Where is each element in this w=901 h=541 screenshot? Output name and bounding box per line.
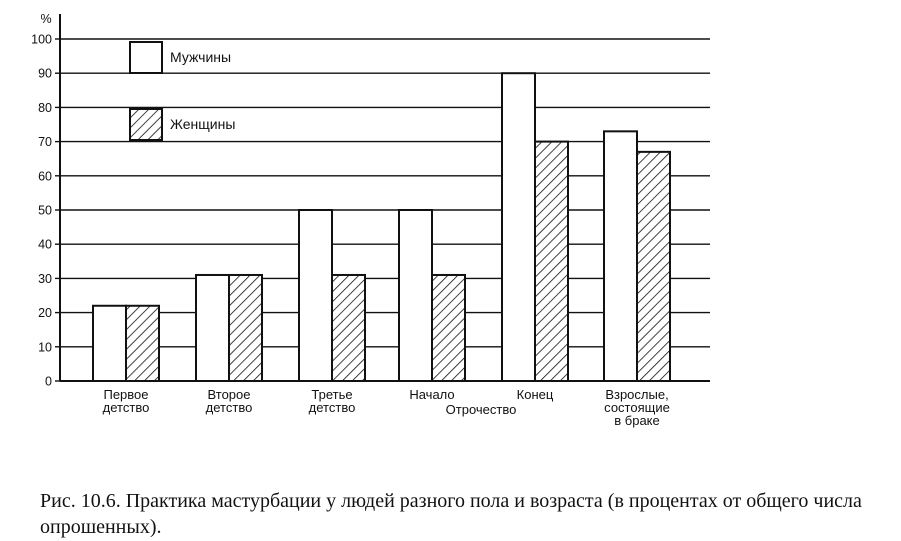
bars (92, 72, 671, 383)
category-label: состоящие (604, 400, 670, 415)
category-label: в браке (614, 413, 660, 428)
category-label: детство (206, 400, 253, 415)
gridlines (60, 38, 710, 382)
bar-men (501, 72, 536, 382)
bar-men (92, 304, 127, 383)
axes: 0 10 20 30 40 50 60 70 80 90 100% (31, 12, 61, 389)
y-axis-label: % (40, 12, 51, 26)
bar-men (298, 209, 333, 382)
category-label: Третье (311, 387, 352, 402)
category-label: Конец (517, 387, 554, 402)
group-label: Отрочество (446, 402, 517, 417)
category-label: Первое (103, 387, 148, 402)
bar-men (398, 209, 433, 382)
bar-women (431, 273, 466, 383)
bar-women (228, 273, 263, 383)
category-label: Второе (208, 387, 251, 402)
y-tick-label: 30 (38, 272, 52, 286)
y-tick-label: 80 (38, 101, 52, 115)
category-label: детство (103, 400, 150, 415)
figure-caption: Рис. 10.6. Практика мастурбации у людей … (40, 490, 862, 538)
y-tick-label: 0 (45, 375, 52, 389)
legend-label: Женщины (170, 116, 235, 132)
bar-men (603, 130, 638, 382)
bar-women (534, 140, 569, 382)
legend-label: Мужчины (170, 49, 231, 65)
bar-women (125, 304, 160, 383)
bar-men (195, 273, 230, 383)
y-tick-label: 60 (38, 169, 52, 183)
y-tick-label: 90 (38, 67, 52, 81)
y-tick-label: 50 (38, 204, 52, 218)
y-tick-label: 20 (38, 306, 52, 320)
category-label: Взрослые, (605, 387, 668, 402)
category-labels: ПервоедетствоВтороедетствоТретьедетствоН… (103, 387, 670, 428)
category-label: детство (309, 400, 356, 415)
bar-women (331, 273, 366, 383)
bar-women (636, 150, 671, 382)
legend: Мужчины Женщины (129, 41, 235, 141)
y-tick-label: 70 (38, 135, 52, 149)
category-label: Начало (409, 387, 454, 402)
legend-swatch-women (129, 108, 163, 141)
y-tick-label: 100 (31, 33, 52, 47)
y-tick-label: 10 (38, 340, 52, 354)
legend-swatch-men (129, 41, 163, 74)
y-tick-label: 40 (38, 238, 52, 252)
